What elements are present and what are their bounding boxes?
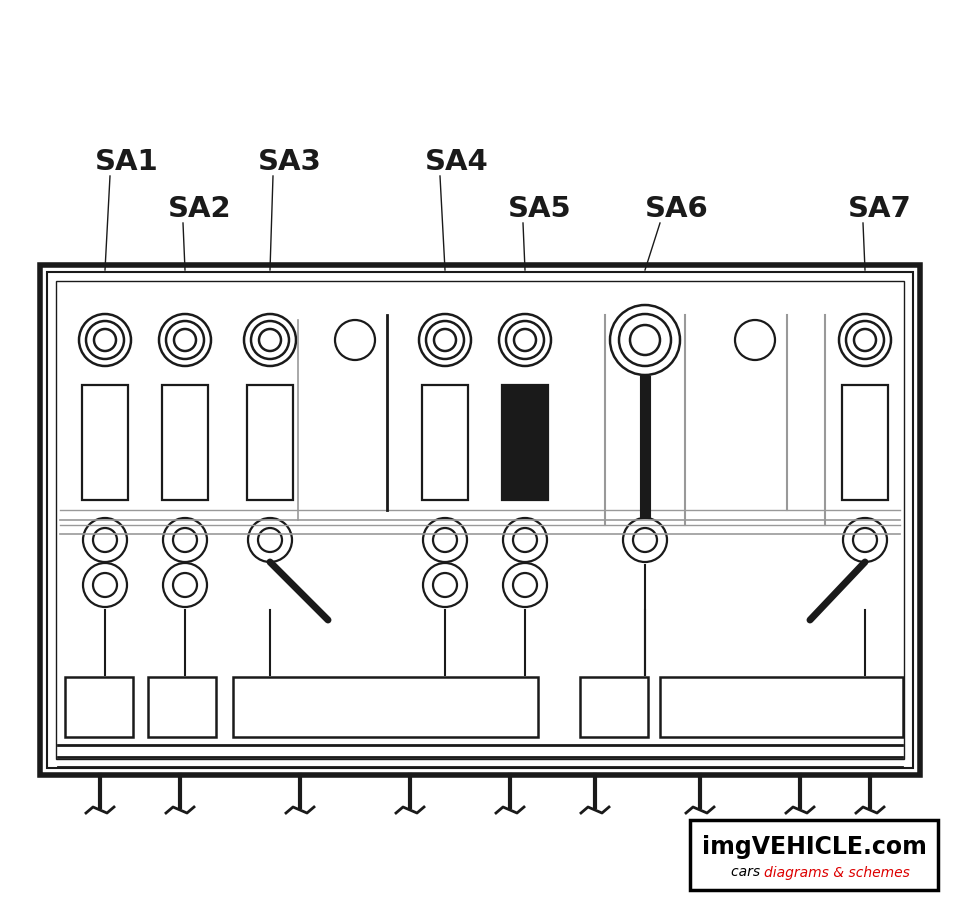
Bar — [148, 677, 216, 737]
Bar — [65, 677, 133, 737]
Bar — [247, 385, 293, 500]
Circle shape — [735, 320, 775, 360]
Bar — [580, 677, 648, 737]
Circle shape — [513, 528, 537, 552]
Circle shape — [93, 573, 117, 597]
Circle shape — [174, 329, 196, 351]
Text: SA5: SA5 — [508, 195, 571, 223]
Bar — [842, 385, 888, 500]
Bar — [422, 385, 468, 500]
Text: imgVEHICLE.com: imgVEHICLE.com — [702, 834, 926, 859]
Circle shape — [173, 573, 197, 597]
Text: SA2: SA2 — [168, 195, 231, 223]
Bar — [162, 385, 208, 500]
Circle shape — [433, 528, 457, 552]
Bar — [40, 265, 920, 775]
Bar — [502, 385, 548, 500]
Circle shape — [258, 528, 282, 552]
Circle shape — [335, 320, 375, 360]
Circle shape — [854, 329, 876, 351]
Circle shape — [173, 528, 197, 552]
Circle shape — [259, 329, 281, 351]
Circle shape — [513, 573, 537, 597]
Circle shape — [633, 528, 657, 552]
Bar — [660, 677, 903, 737]
Bar — [47, 272, 913, 768]
Bar — [233, 677, 538, 737]
Text: SA7: SA7 — [848, 195, 912, 223]
Text: SA1: SA1 — [95, 148, 158, 176]
Bar — [56, 281, 904, 759]
Circle shape — [853, 528, 877, 552]
Text: cars: cars — [731, 865, 764, 880]
Circle shape — [630, 325, 660, 355]
Circle shape — [93, 528, 117, 552]
Text: SA6: SA6 — [645, 195, 708, 223]
Circle shape — [514, 329, 536, 351]
Bar — [690, 820, 938, 890]
Circle shape — [433, 573, 457, 597]
Text: SA3: SA3 — [258, 148, 322, 176]
Circle shape — [434, 329, 456, 351]
Bar — [82, 385, 128, 500]
Text: diagrams & schemes: diagrams & schemes — [764, 865, 910, 880]
Text: SA4: SA4 — [425, 148, 489, 176]
Circle shape — [94, 329, 116, 351]
